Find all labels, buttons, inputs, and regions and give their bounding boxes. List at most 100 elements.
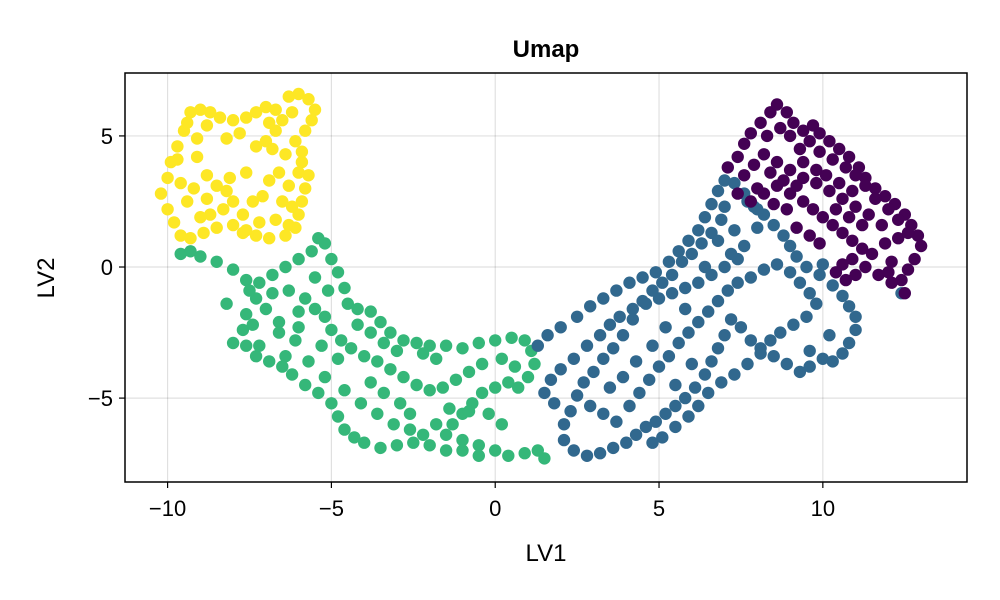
scatter-point-blue xyxy=(728,224,741,237)
scatter-point-green xyxy=(318,310,332,323)
scatter-point-blue xyxy=(718,174,731,187)
scatter-point-yellow xyxy=(240,111,253,124)
scatter-point-green xyxy=(358,436,371,449)
scatter-point-blue xyxy=(836,289,849,303)
scatter-point-purple xyxy=(914,239,928,253)
scatter-point-blue xyxy=(636,294,649,308)
scatter-point-green xyxy=(249,350,263,363)
scatter-point-purple xyxy=(803,229,816,242)
scatter-point-blue xyxy=(541,329,554,342)
scatter-point-blue xyxy=(800,310,813,323)
scatter-point-purple xyxy=(744,127,757,140)
scatter-point-yellow xyxy=(204,106,217,119)
scatter-point-blue xyxy=(629,428,643,441)
scatter-point-blue xyxy=(754,347,767,360)
scatter-point-purple xyxy=(731,187,744,200)
scatter-point-green xyxy=(364,305,377,318)
scatter-point-yellow xyxy=(302,93,315,106)
scatter-point-green xyxy=(489,334,502,347)
scatter-point-green xyxy=(390,439,404,452)
scatter-point-blue xyxy=(682,410,695,423)
scatter-point-purple xyxy=(842,150,856,164)
scatter-point-green xyxy=(210,255,223,268)
scatter-point-yellow xyxy=(292,166,305,179)
scatter-point-green xyxy=(338,384,351,397)
scatter-point-blue xyxy=(662,350,676,363)
data-points xyxy=(154,87,928,465)
scatter-point-green xyxy=(338,281,351,295)
scatter-point-blue xyxy=(531,339,544,352)
scatter-point-blue xyxy=(738,239,751,253)
scatter-point-blue xyxy=(607,342,620,355)
scatter-point-blue xyxy=(570,310,584,323)
scatter-point-blue xyxy=(767,218,780,232)
scatter-point-purple xyxy=(731,150,744,164)
scatter-point-purple xyxy=(826,218,839,232)
scatter-point-yellow xyxy=(295,145,309,158)
scatter-point-green xyxy=(475,357,489,371)
scatter-point-blue xyxy=(593,447,607,460)
scatter-point-purple xyxy=(892,232,905,245)
scatter-point-yellow xyxy=(249,140,263,153)
scatter-point-purple xyxy=(836,192,849,205)
scatter-point-yellow xyxy=(295,195,309,208)
scatter-point-green xyxy=(358,350,371,363)
scatter-point-blue xyxy=(688,381,702,394)
scatter-point-blue xyxy=(744,271,757,284)
scatter-point-yellow xyxy=(190,150,204,164)
scatter-point-green xyxy=(272,326,286,339)
scatter-point-blue xyxy=(597,352,610,365)
scatter-point-blue xyxy=(616,329,630,342)
scatter-point-green xyxy=(364,326,377,339)
y-axis-label: LV2 xyxy=(33,258,60,299)
scatter-point-yellow xyxy=(236,226,250,240)
scatter-point-green xyxy=(285,368,299,381)
scatter-point-blue xyxy=(580,449,594,462)
scatter-point-yellow xyxy=(259,100,273,114)
scatter-point-yellow xyxy=(253,216,266,229)
scatter-point-purple xyxy=(797,155,810,169)
scatter-point-purple xyxy=(754,116,767,129)
scatter-point-yellow xyxy=(184,232,197,245)
scatter-point-green xyxy=(384,363,397,376)
scatter-point-blue xyxy=(849,323,862,337)
scatter-point-green xyxy=(351,318,364,331)
scatter-point-purple xyxy=(846,252,859,266)
scatter-point-blue xyxy=(679,302,692,316)
scatter-point-blue xyxy=(741,357,754,371)
scatter-point-yellow xyxy=(285,106,299,119)
scatter-point-purple xyxy=(862,208,875,221)
scatter-point-green xyxy=(449,373,463,386)
scatter-point-blue xyxy=(823,329,836,342)
x-tick-label: 0 xyxy=(489,496,501,521)
scatter-point-green xyxy=(495,418,508,431)
scatter-point-blue xyxy=(698,260,712,274)
scatter-point-green xyxy=(472,336,485,350)
scatter-point-green xyxy=(344,342,358,355)
scatter-point-yellow xyxy=(269,213,282,226)
scatter-point-blue xyxy=(564,405,577,418)
scatter-point-purple xyxy=(892,213,905,226)
scatter-point-green xyxy=(364,376,377,389)
scatter-point-purple xyxy=(885,255,898,268)
scatter-point-blue xyxy=(711,342,725,355)
scatter-point-purple xyxy=(875,218,888,232)
scatter-point-purple xyxy=(783,129,797,143)
scatter-point-blue xyxy=(790,250,803,263)
scatter-point-green xyxy=(456,433,469,447)
scatter-point-yellow xyxy=(200,119,214,132)
scatter-point-green xyxy=(518,334,531,347)
scatter-point-green xyxy=(439,428,453,441)
scatter-point-blue xyxy=(636,271,649,284)
scatter-point-yellow xyxy=(302,169,315,182)
scatter-point-yellow xyxy=(279,148,292,161)
scatter-point-green xyxy=(462,365,476,379)
y-tick-label: 5 xyxy=(101,124,113,149)
scatter-point-blue xyxy=(705,355,718,368)
scatter-point-blue xyxy=(649,415,662,428)
scatter-point-blue xyxy=(711,294,725,308)
scatter-point-yellow xyxy=(181,116,194,129)
scatter-point-purple xyxy=(829,266,843,279)
scatter-point-blue xyxy=(656,276,669,289)
scatter-point-blue xyxy=(744,334,757,347)
